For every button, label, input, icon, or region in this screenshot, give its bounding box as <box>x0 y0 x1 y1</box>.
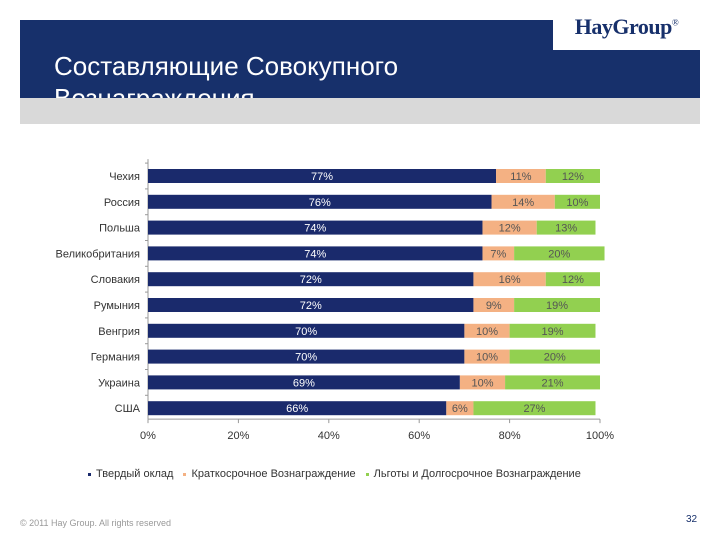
data-label: 13% <box>555 223 577 235</box>
bar-segment <box>148 349 465 364</box>
data-label: 10% <box>476 326 498 338</box>
data-label: 10% <box>476 352 498 364</box>
data-label: 72% <box>300 300 322 312</box>
data-label: 27% <box>523 403 545 415</box>
bar-segment <box>473 272 546 287</box>
bar-segment <box>148 246 483 261</box>
data-label: 14% <box>512 197 534 209</box>
x-tick-label: 20% <box>227 430 249 442</box>
data-label: 19% <box>542 326 564 338</box>
bar-segment <box>464 323 510 338</box>
chart-legend: Твердый оклад Краткосрочное Вознагражден… <box>88 467 581 481</box>
data-label: 70% <box>295 352 317 364</box>
x-tick-label: 80% <box>499 430 521 442</box>
data-label: 77% <box>311 171 333 183</box>
bar-segment <box>482 246 515 261</box>
data-label: 7% <box>490 248 506 260</box>
data-label: 12% <box>562 171 584 183</box>
bar-segment <box>514 298 600 312</box>
bar-segment <box>148 323 465 338</box>
data-label: 11% <box>510 171 531 183</box>
x-tick-label: 100% <box>586 430 614 442</box>
data-label: 6% <box>452 403 468 415</box>
bar-segment <box>148 272 474 287</box>
bar-segment <box>446 401 474 416</box>
logo: HayGroup® <box>553 4 700 50</box>
copyright-footer: © 2011 Hay Group. All rights reserved <box>20 518 172 528</box>
category-label: Германия <box>91 352 140 364</box>
bar-segment <box>509 323 596 338</box>
bar-segment <box>148 194 492 209</box>
x-tick-label: 0% <box>140 430 156 442</box>
bar-segment <box>148 298 474 312</box>
bar-segment <box>491 194 555 209</box>
title-line-1: Составляющие Совокупного <box>54 51 399 81</box>
data-label: 69% <box>293 377 315 389</box>
bar-segment <box>536 220 596 235</box>
legend-label: Льготы и Долгосрочное Вознаграждение <box>373 468 581 480</box>
data-label: 12% <box>562 274 584 286</box>
category-label: Украина <box>98 377 141 389</box>
data-label: 74% <box>304 223 326 235</box>
data-label: 20% <box>544 352 566 364</box>
legend-label: Твердый оклад <box>96 468 174 480</box>
page-number: 32 <box>686 514 698 525</box>
bar-segment <box>473 401 596 416</box>
data-label: 72% <box>300 274 322 286</box>
bar-segment <box>473 298 515 312</box>
x-tick-label: 60% <box>408 430 430 442</box>
category-label: Польша <box>99 223 141 235</box>
bar-segment <box>496 169 546 183</box>
bar-segment <box>148 220 483 235</box>
sub-header-band <box>20 98 700 124</box>
category-label: Чехия <box>109 171 140 183</box>
legend-swatch-benefits <box>365 472 369 476</box>
data-label: 21% <box>542 377 564 389</box>
bar-segment <box>148 169 497 183</box>
data-label: 16% <box>499 274 521 286</box>
legend-swatch-base-salary <box>88 472 91 476</box>
category-label: Россия <box>104 197 140 209</box>
data-label: 10% <box>471 377 493 389</box>
bar-segment <box>464 349 510 364</box>
category-label: Словакия <box>91 274 140 286</box>
data-label: 76% <box>309 197 331 209</box>
data-label: 19% <box>546 300 568 312</box>
legend-swatch-short-term <box>183 472 187 476</box>
legend-label: Краткосрочное Вознаграждение <box>191 468 356 480</box>
data-label: 20% <box>548 248 570 260</box>
bar-segment <box>509 349 600 364</box>
data-label: 10% <box>566 197 588 209</box>
legend-item-base-salary: Твердый оклад <box>88 468 173 480</box>
legend-item-benefits: Льготы и Долгосрочное Вознаграждение <box>365 468 581 480</box>
data-label: 12% <box>499 223 521 235</box>
bar-segment <box>148 375 460 390</box>
data-label: 9% <box>486 300 502 312</box>
logo-text: HayGroup® <box>574 14 679 39</box>
bar-segment <box>514 246 605 261</box>
bar-segment <box>148 401 447 416</box>
category-label: Великобритания <box>56 248 141 260</box>
legend-item-short-term: Краткосрочное Вознаграждение <box>183 468 356 480</box>
bar-segment <box>505 375 600 390</box>
x-tick-label: 40% <box>318 430 340 442</box>
bar-segment <box>554 194 600 209</box>
data-label: 74% <box>304 248 326 260</box>
data-label: 66% <box>286 403 308 415</box>
bar-segment <box>545 169 600 183</box>
category-label: США <box>115 403 141 415</box>
bar-segment <box>459 375 506 390</box>
data-label: 70% <box>295 326 317 338</box>
bar-segment <box>545 272 600 287</box>
category-label: Румыния <box>94 300 140 312</box>
bar-segment <box>482 220 537 235</box>
category-label: Венгрия <box>98 326 140 338</box>
